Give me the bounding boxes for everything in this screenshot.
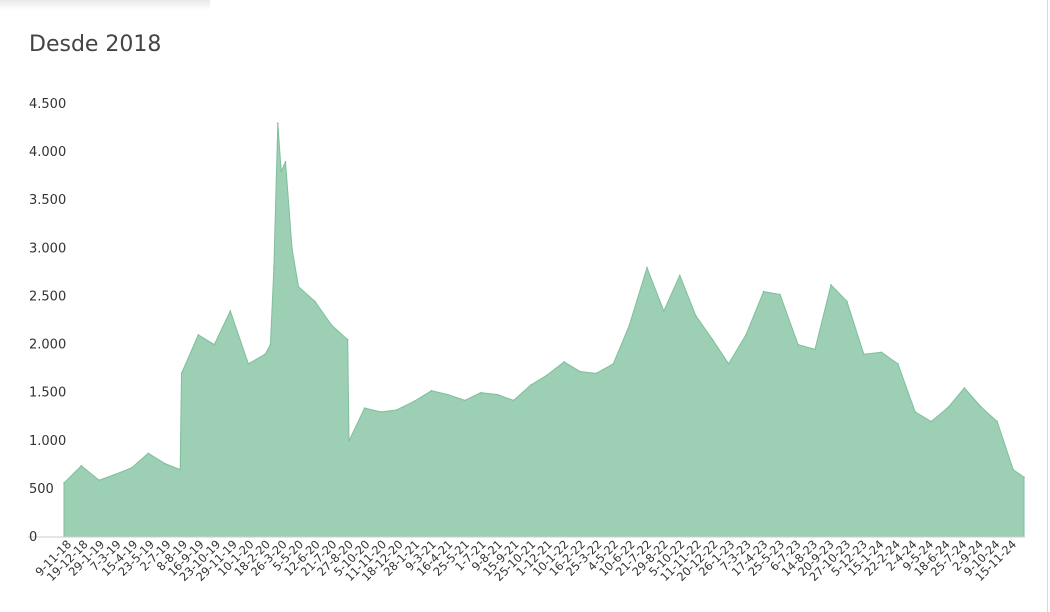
data-point bbox=[762, 290, 765, 293]
y-tick-label: 1.500 bbox=[29, 386, 66, 401]
data-point bbox=[930, 420, 932, 423]
data-point bbox=[247, 363, 250, 365]
data-point bbox=[229, 310, 232, 312]
data-point bbox=[880, 351, 883, 354]
area-series bbox=[63, 123, 1025, 538]
data-point bbox=[814, 348, 816, 351]
data-point bbox=[63, 482, 65, 484]
data-point bbox=[330, 324, 333, 327]
data-point bbox=[284, 160, 287, 163]
card-shadow bbox=[0, 0, 210, 10]
data-point bbox=[348, 440, 350, 442]
data-point bbox=[830, 284, 832, 286]
data-point bbox=[413, 400, 416, 403]
y-tick-label: 500 bbox=[29, 482, 54, 497]
data-point bbox=[280, 170, 283, 173]
data-point bbox=[695, 314, 697, 317]
data-point bbox=[180, 372, 183, 375]
data-point bbox=[496, 393, 499, 396]
y-tick-label: 1.000 bbox=[29, 434, 66, 449]
data-point bbox=[379, 411, 382, 413]
data-point bbox=[579, 370, 581, 373]
y-tick-label: 3.000 bbox=[29, 241, 66, 256]
y-tick-label: 0 bbox=[29, 530, 37, 545]
card-right-border bbox=[1047, 0, 1048, 612]
data-point bbox=[628, 324, 631, 327]
data-point bbox=[98, 479, 100, 482]
data-point bbox=[546, 374, 548, 377]
data-point bbox=[269, 343, 272, 346]
data-point bbox=[530, 384, 532, 386]
y-tick-label: 2.000 bbox=[29, 338, 66, 353]
data-point bbox=[264, 353, 267, 356]
data-point bbox=[363, 407, 366, 409]
data-point bbox=[179, 468, 181, 471]
data-point bbox=[430, 389, 433, 392]
data-point bbox=[563, 361, 565, 363]
data-point bbox=[1012, 468, 1014, 471]
area-layer bbox=[63, 122, 1025, 538]
data-point bbox=[447, 393, 449, 396]
data-point bbox=[947, 406, 950, 408]
data-point bbox=[996, 420, 998, 423]
data-point bbox=[479, 391, 482, 394]
data-point bbox=[197, 334, 200, 336]
data-point bbox=[897, 363, 899, 365]
data-point bbox=[863, 353, 865, 356]
data-point bbox=[346, 338, 349, 341]
data-point bbox=[779, 293, 781, 296]
data-point bbox=[395, 409, 398, 411]
data-point bbox=[213, 343, 216, 346]
data-point bbox=[297, 286, 300, 288]
y-tick-label: 4.500 bbox=[29, 97, 66, 112]
data-point bbox=[595, 372, 597, 375]
data-point bbox=[147, 452, 149, 455]
y-tick-label: 4.000 bbox=[29, 145, 66, 160]
y-tick-label: 3.500 bbox=[29, 193, 66, 208]
data-point bbox=[512, 399, 515, 402]
data-point bbox=[797, 343, 799, 346]
data-point bbox=[679, 274, 681, 277]
data-point bbox=[80, 465, 83, 467]
data-point bbox=[612, 363, 615, 365]
data-point bbox=[131, 466, 133, 469]
data-point bbox=[164, 463, 167, 465]
data-point bbox=[114, 473, 116, 476]
x-axis-ticks: 9-11-1819-12-1829-1-197-3-1915-4-1923-5-… bbox=[32, 537, 1019, 584]
data-point bbox=[663, 310, 665, 312]
chart-title: Desde 2018 bbox=[29, 32, 162, 57]
data-point bbox=[914, 411, 916, 413]
y-axis-ticks: 0 500 1.000 1.500 2.000 2.500 3.000 3.500 4.000 4… bbox=[29, 97, 66, 545]
data-point bbox=[980, 406, 982, 408]
data-point bbox=[273, 266, 275, 269]
data-point bbox=[314, 300, 316, 303]
data-point bbox=[711, 338, 714, 341]
data-point bbox=[646, 266, 648, 269]
data-point bbox=[727, 363, 730, 365]
data-point bbox=[745, 334, 747, 336]
data-point bbox=[846, 300, 848, 303]
data-point bbox=[291, 247, 293, 250]
y-tick-label: 2.500 bbox=[29, 289, 66, 304]
data-point bbox=[963, 387, 966, 389]
data-point bbox=[1023, 476, 1025, 479]
data-point bbox=[277, 122, 279, 124]
data-point bbox=[464, 399, 466, 402]
